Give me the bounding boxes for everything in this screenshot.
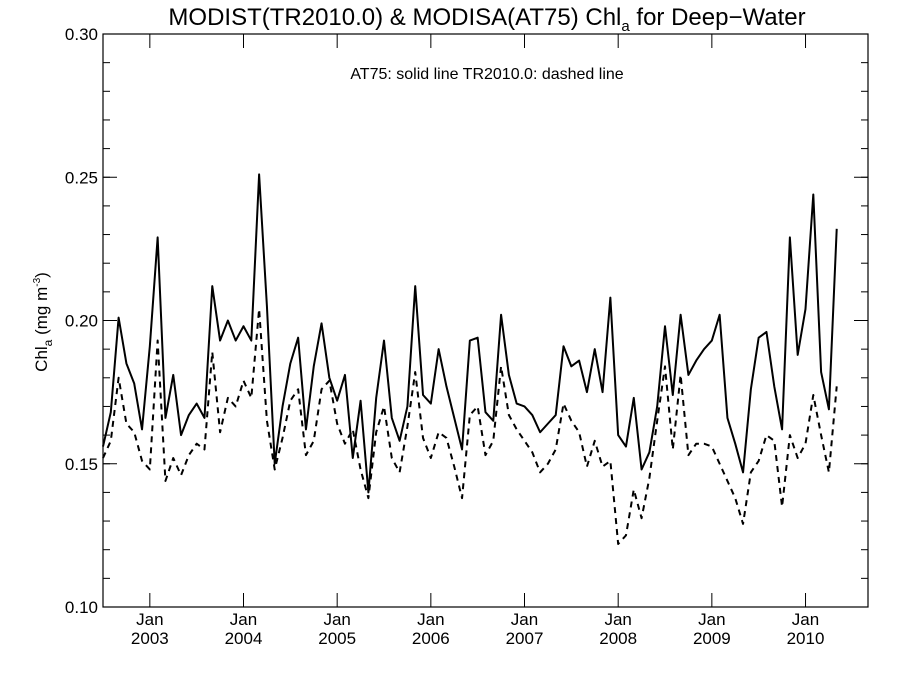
- x-tick-label-year: 2008: [599, 629, 637, 648]
- x-tick-label-year: 2010: [787, 629, 825, 648]
- x-tick-label-year: 2009: [693, 629, 731, 648]
- x-tick-label-month: Jan: [230, 610, 257, 629]
- x-tick-label-year: 2007: [506, 629, 544, 648]
- x-tick-label-month: Jan: [417, 610, 444, 629]
- x-tick-label-month: Jan: [792, 610, 819, 629]
- x-tick-label-year: 2004: [225, 629, 263, 648]
- y-tick-label: 0.30: [65, 25, 98, 44]
- legend-annotation: AT75: solid line TR2010.0: dashed line: [350, 66, 623, 83]
- x-tick-label-year: 2003: [131, 629, 169, 648]
- x-tick-label-month: Jan: [511, 610, 538, 629]
- x-tick-label-year: 2005: [318, 629, 356, 648]
- y-tick-label: 0.15: [65, 455, 98, 474]
- x-tick-label-month: Jan: [136, 610, 163, 629]
- y-axis-label: Chla (mg m-3): [32, 272, 55, 372]
- x-tick-label-month: Jan: [698, 610, 725, 629]
- x-tick-label-month: Jan: [323, 610, 350, 629]
- series-line-tr2010-0: [102, 308, 838, 545]
- y-tick-label: 0.25: [65, 168, 98, 187]
- plot-area: 0.100.150.200.250.30Jan2003Jan2004Jan200…: [65, 25, 869, 648]
- chart-title: MODIST(TR2010.0) & MODISA(AT75) Chla for…: [168, 4, 805, 35]
- x-tick-label-year: 2006: [412, 629, 450, 648]
- x-tick-label-month: Jan: [604, 610, 631, 629]
- series-line-at75: [102, 173, 838, 494]
- y-tick-label: 0.10: [65, 598, 98, 617]
- y-tick-label: 0.20: [65, 312, 98, 331]
